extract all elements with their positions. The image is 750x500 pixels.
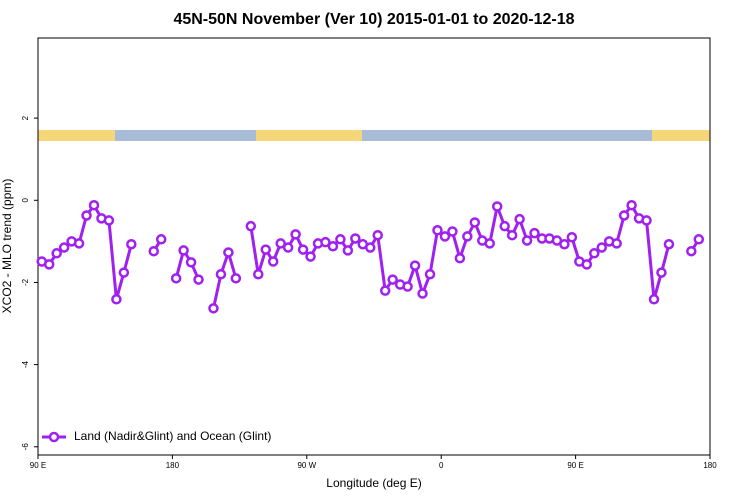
point — [111, 294, 122, 305]
point — [282, 242, 294, 253]
point — [417, 288, 428, 299]
land-ocean-strip — [38, 130, 710, 141]
point — [208, 303, 219, 314]
point — [596, 242, 607, 253]
point — [155, 234, 167, 245]
point — [424, 268, 436, 280]
point — [126, 238, 137, 250]
point — [447, 226, 458, 237]
legend-marker — [48, 431, 60, 443]
point — [275, 238, 286, 249]
point — [566, 232, 578, 243]
y-tick-label: -2 — [21, 278, 30, 286]
point — [260, 244, 271, 255]
point — [469, 217, 481, 228]
y-tick-label: -6 — [21, 443, 30, 451]
point — [350, 233, 361, 244]
point — [506, 229, 518, 241]
point — [372, 229, 383, 241]
y-tick-label: 2 — [21, 115, 30, 120]
plot-frame — [37, 37, 711, 456]
point — [693, 234, 705, 245]
point — [88, 199, 100, 211]
point — [178, 245, 189, 256]
ocean-band — [38, 130, 710, 141]
point — [589, 248, 600, 259]
point — [581, 259, 593, 270]
point — [618, 210, 630, 221]
chart-title: 45N-50N November (Ver 10) 2015-01-01 to … — [173, 11, 574, 28]
point — [170, 273, 182, 284]
x-tick-label: 90 E — [30, 461, 46, 470]
point — [499, 220, 510, 232]
point — [387, 274, 398, 285]
point — [686, 245, 697, 257]
y-axis-label: XCO2 - MLO trend (ppm) — [0, 179, 14, 314]
point — [559, 238, 570, 250]
point — [81, 210, 92, 221]
point — [51, 248, 62, 259]
legend-label: Land (Nadir&Glint) and Ocean (Glint) — [74, 429, 271, 443]
point — [290, 229, 301, 240]
point — [43, 259, 55, 270]
land-band — [256, 130, 362, 141]
point — [342, 245, 354, 256]
point — [267, 256, 279, 267]
point — [491, 201, 503, 212]
point — [327, 241, 339, 252]
point — [432, 225, 443, 236]
point — [402, 281, 413, 292]
point — [58, 242, 70, 253]
point — [626, 199, 637, 211]
x-tick-label: 90 E — [567, 461, 583, 470]
point — [663, 238, 675, 250]
point — [215, 268, 227, 280]
point — [484, 238, 495, 249]
x-tick-label: 180 — [703, 461, 717, 470]
point — [514, 213, 525, 225]
point — [297, 244, 309, 255]
point — [656, 267, 667, 278]
point — [223, 247, 234, 258]
point — [193, 274, 204, 285]
point — [253, 268, 264, 280]
point — [245, 220, 257, 232]
point — [454, 252, 466, 264]
point — [529, 227, 540, 239]
point — [462, 231, 473, 242]
x-tick-label: 90 W — [297, 461, 316, 470]
point — [379, 285, 391, 296]
point — [148, 245, 159, 257]
point — [335, 234, 346, 245]
point — [320, 236, 331, 248]
x-axis-label: Longitude (deg E) — [326, 476, 421, 490]
point — [73, 238, 85, 249]
y-tick-label: 0 — [21, 198, 30, 203]
land-band — [38, 130, 115, 141]
series-line — [41, 201, 701, 309]
land-band — [652, 130, 710, 141]
x-tick-label: 180 — [166, 461, 180, 470]
point — [648, 294, 660, 305]
point — [439, 231, 451, 242]
point — [365, 242, 376, 253]
y-tick-label: -4 — [21, 361, 30, 369]
point — [305, 251, 316, 262]
point — [409, 260, 421, 271]
point — [230, 273, 242, 284]
point — [641, 215, 652, 226]
x-tick-label: 0 — [439, 461, 444, 470]
point — [118, 267, 130, 278]
point — [185, 257, 197, 268]
point — [103, 215, 115, 226]
point — [521, 235, 533, 246]
point — [611, 238, 622, 249]
